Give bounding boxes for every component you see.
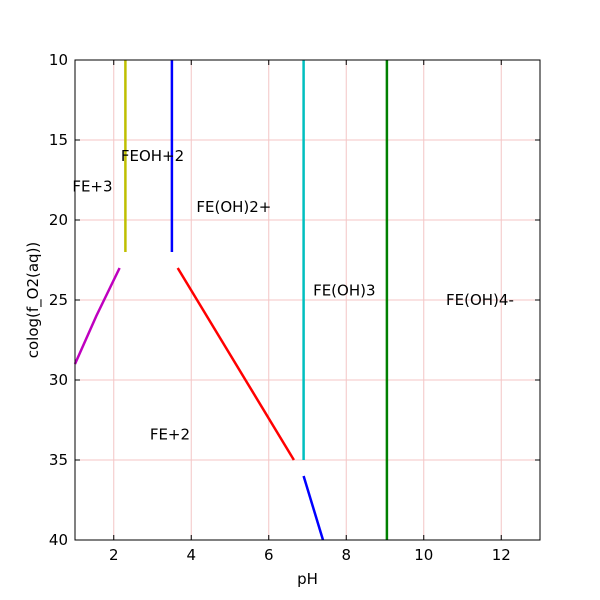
- x-tick-label: 8: [341, 546, 351, 564]
- x-tick-label: 2: [109, 546, 119, 564]
- x-tick-label: 4: [186, 546, 196, 564]
- x-tick-label: 6: [264, 546, 274, 564]
- y-axis-label: colog(f_O2(aq)): [24, 242, 43, 359]
- y-tick-label: 25: [49, 291, 68, 309]
- grid: [75, 59, 540, 541]
- series-line: [176, 267, 295, 461]
- x-axis-label: pH: [297, 570, 318, 588]
- x-tick-label: 12: [492, 546, 511, 564]
- region-label: FE(OH)2+: [196, 198, 271, 216]
- y-tick-label: 30: [49, 371, 68, 389]
- y-tick-label: 35: [49, 451, 68, 469]
- x-tick-label: 10: [414, 546, 433, 564]
- region-labels: FEOH+2 FE+3 FE(OH)2+ FE(OH)3 FE(OH)4- FE+2: [72, 147, 514, 443]
- region-label: FE(OH)4-: [446, 291, 514, 309]
- region-label: FE+3: [72, 177, 112, 195]
- region-label: FE+2: [150, 425, 190, 443]
- series-line: [73, 267, 121, 365]
- series-line: [302, 475, 325, 541]
- y-tick-label: 20: [49, 211, 68, 229]
- y-tick-label: 40: [49, 531, 68, 549]
- series-lines: [73, 60, 389, 541]
- region-label: FEOH+2: [121, 147, 184, 165]
- y-tick-label: 15: [49, 131, 68, 149]
- y-tick-label: 10: [49, 51, 68, 69]
- region-label: FE(OH)3: [313, 281, 375, 299]
- ticks: 2 4 6 8 10 12 10 15 20 25 30 35 40: [49, 51, 540, 564]
